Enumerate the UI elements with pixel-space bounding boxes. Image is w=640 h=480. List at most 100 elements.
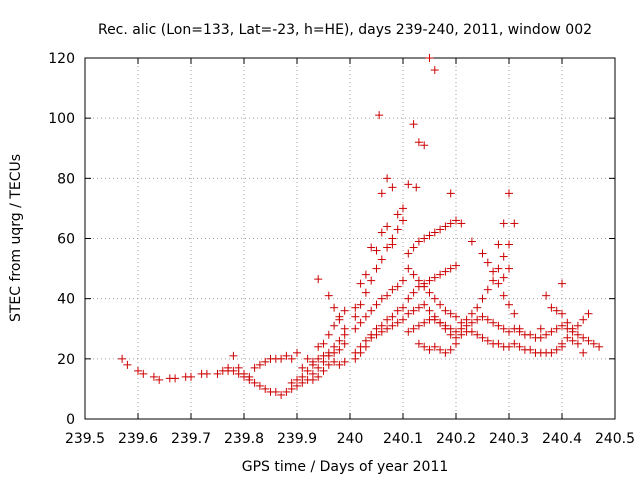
data-point <box>573 321 582 330</box>
data-point <box>473 315 482 324</box>
data-point <box>430 273 439 282</box>
data-point <box>478 294 487 303</box>
data-point <box>361 270 370 279</box>
data-point <box>324 291 333 300</box>
data-point <box>441 324 450 333</box>
data-point <box>282 351 291 360</box>
data-point <box>372 324 381 333</box>
data-point <box>123 360 132 369</box>
data-point <box>308 375 317 384</box>
data-point <box>240 372 248 381</box>
data-point <box>261 357 270 366</box>
data-point <box>319 339 328 348</box>
data-point <box>340 357 349 366</box>
data-point <box>377 228 386 237</box>
data-point <box>383 174 392 183</box>
data-point <box>430 312 439 321</box>
data-point <box>393 306 402 315</box>
data-point <box>579 315 588 324</box>
data-point <box>552 324 561 333</box>
data-point <box>547 348 556 357</box>
data-point <box>298 363 307 372</box>
data-point <box>420 234 429 243</box>
data-point <box>388 285 397 294</box>
data-point <box>351 348 360 357</box>
data-point <box>308 357 317 366</box>
data-point <box>499 273 508 282</box>
data-point <box>314 354 323 363</box>
data-point <box>340 339 349 348</box>
data-point <box>430 66 439 75</box>
data-point <box>483 336 492 345</box>
data-point <box>510 309 519 318</box>
x-tick-label: 240.2 <box>436 431 476 447</box>
data-point <box>441 306 450 315</box>
data-point <box>478 312 487 321</box>
data-point <box>547 327 556 336</box>
data-point <box>351 324 360 333</box>
data-point <box>409 243 418 252</box>
data-point <box>483 285 492 294</box>
data-point <box>452 216 460 225</box>
data-point <box>271 387 280 396</box>
data-point <box>425 54 434 62</box>
data-point <box>552 306 561 315</box>
data-point <box>335 336 344 345</box>
data-point <box>399 216 407 225</box>
x-tick-label: 240.3 <box>489 431 529 447</box>
data-point <box>425 276 434 285</box>
data-point <box>515 327 524 336</box>
data-point <box>388 183 397 192</box>
data-point <box>282 387 291 396</box>
data-point <box>377 255 386 264</box>
data-point <box>505 264 513 273</box>
data-point <box>314 342 323 351</box>
data-point <box>324 348 333 357</box>
data-point <box>526 345 535 354</box>
data-point <box>425 231 434 240</box>
data-point <box>430 294 439 303</box>
data-point <box>441 348 450 357</box>
data-point <box>383 243 392 252</box>
y-tick-label: 60 <box>57 232 75 248</box>
data-point <box>224 363 233 372</box>
data-point <box>589 339 598 348</box>
data-point <box>324 360 333 369</box>
data-point <box>139 369 148 378</box>
data-point <box>298 372 307 381</box>
data-point <box>155 375 164 384</box>
data-point <box>361 288 370 297</box>
data-point <box>457 219 466 228</box>
data-point <box>383 291 392 300</box>
data-point <box>414 138 423 147</box>
y-tick-labels: 0 20 40 60 80 100 120 <box>48 51 75 428</box>
data-point <box>335 315 344 324</box>
data-point <box>399 303 407 312</box>
data-point <box>414 339 423 348</box>
data-point <box>367 330 376 339</box>
data-point <box>446 189 455 198</box>
data-point <box>446 345 455 354</box>
data-point <box>584 336 593 345</box>
data-point <box>505 327 513 336</box>
y-tick-label: 80 <box>57 171 75 187</box>
data-point <box>367 276 376 285</box>
data-point <box>573 330 582 339</box>
data-point <box>436 318 445 327</box>
data-point <box>229 351 238 360</box>
data-point <box>483 258 492 267</box>
data-point <box>409 324 418 333</box>
data-point <box>388 240 397 249</box>
data-point <box>356 318 365 327</box>
data-point <box>330 303 339 312</box>
data-point <box>335 360 344 369</box>
data-point <box>399 204 407 213</box>
data-point <box>351 312 360 321</box>
data-point <box>409 270 418 279</box>
data-point <box>356 342 365 351</box>
data-point <box>277 390 286 399</box>
data-point <box>330 342 339 351</box>
data-point <box>314 275 323 284</box>
data-point <box>489 318 498 327</box>
